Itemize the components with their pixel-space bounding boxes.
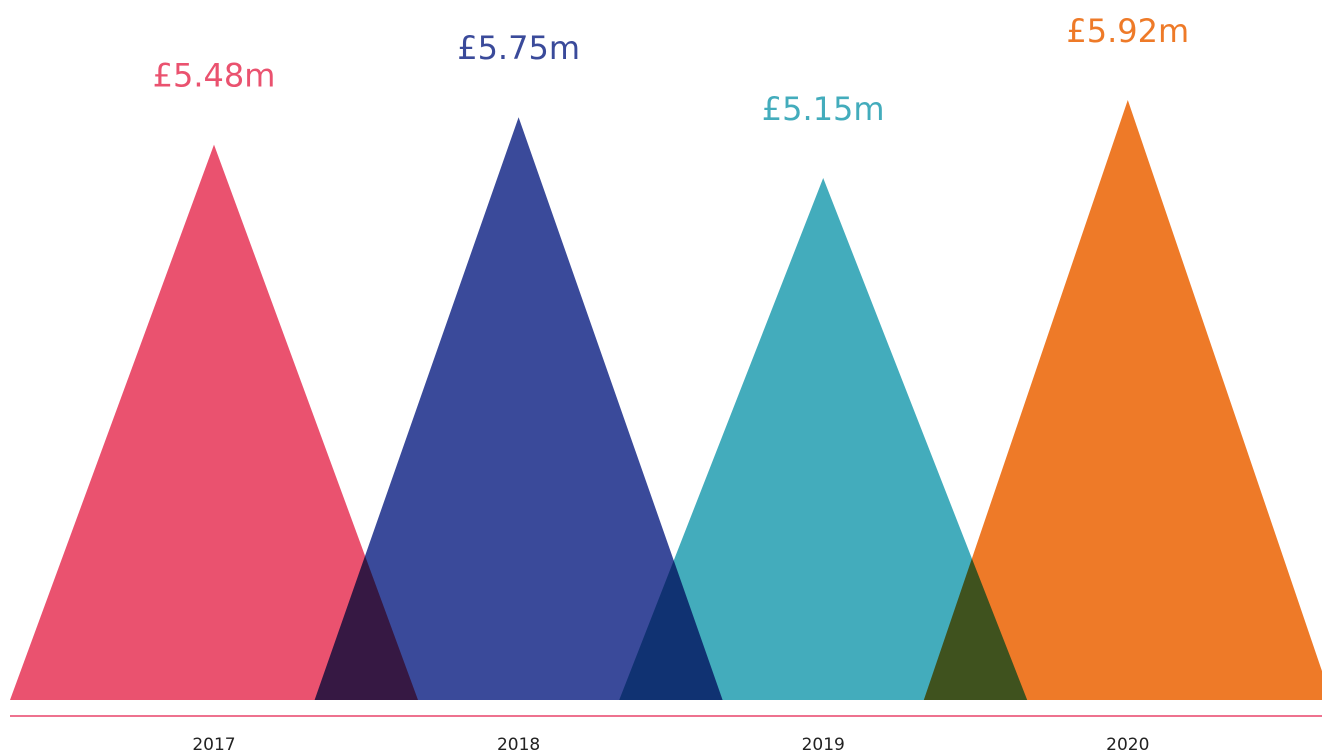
value-label: £5.48m [153, 57, 276, 95]
triangle-bar [923, 100, 1322, 700]
x-tick-label: 2018 [497, 735, 540, 755]
value-label: £5.75m [457, 29, 580, 67]
x-tick-label: 2019 [802, 735, 845, 755]
value-label: £5.92m [1066, 12, 1189, 50]
triangle-bar [619, 178, 1028, 701]
triangle-bar [10, 144, 418, 700]
triangle-bar [314, 117, 723, 700]
x-tick-label: 2017 [192, 735, 235, 755]
x-tick-label: 2020 [1106, 735, 1149, 755]
value-label: £5.15m [762, 90, 885, 128]
